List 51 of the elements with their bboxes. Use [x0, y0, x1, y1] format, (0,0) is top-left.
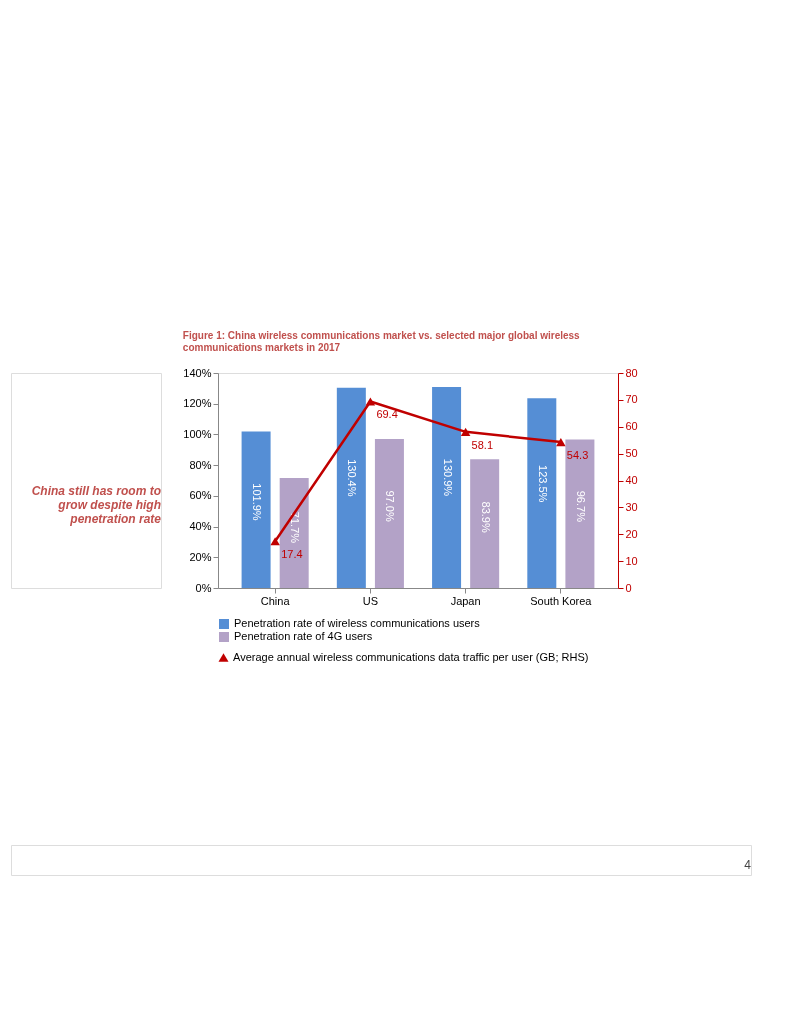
- data-label: 130.9%: [441, 458, 454, 497]
- y2-tick-label: 50: [625, 447, 638, 460]
- point: [460, 427, 471, 436]
- point: [556, 437, 566, 447]
- bar: [432, 386, 462, 588]
- y2-tick-label: 10: [625, 554, 638, 567]
- data-label: 101.9%: [251, 483, 264, 521]
- legend-label: Penetration rate of wireless communications users: [234, 617, 481, 629]
- data-label: 17.4: [281, 548, 303, 561]
- bar: [374, 439, 404, 588]
- x-tick-label: South Korea: [530, 594, 593, 607]
- data-label: 97.0%: [384, 490, 397, 522]
- y-tick-label: 60%: [189, 489, 212, 502]
- y-tick-label: 20%: [189, 550, 212, 563]
- data-label: 71.7%: [289, 511, 302, 544]
- y2-tick-label: 20: [625, 527, 638, 540]
- y2-tick-label: 60: [625, 420, 638, 433]
- y2-tick-label: 80: [625, 366, 638, 379]
- chart-title: Figure 1: China wireless communications market vs. selected major global wireless communications markets in 2017: [182, 330, 581, 353]
- y2-tick-label: 40: [625, 474, 638, 486]
- legend-label: Average annual wireless communications data traffic per user (GB; RHS): [233, 650, 589, 663]
- y-tick-label: 80%: [189, 458, 212, 471]
- data-label: 54.3: [566, 449, 589, 462]
- text: 4: [744, 858, 752, 872]
- y-tick-label: 0%: [195, 581, 212, 594]
- bar: [279, 477, 309, 588]
- bar: [470, 459, 500, 588]
- y2-tick-label: 30: [625, 500, 638, 513]
- data-label: 58.1: [471, 438, 494, 451]
- data-label: 96.7%: [574, 490, 587, 523]
- y-tick-label: 120%: [183, 397, 212, 410]
- point: [270, 537, 280, 546]
- data-label: 130.4%: [346, 459, 359, 497]
- x-tick-label: US: [362, 594, 379, 607]
- bar: [565, 439, 595, 588]
- y2-tick-label: 70: [625, 393, 638, 406]
- bar: [336, 387, 366, 588]
- data-label: 123.5%: [536, 465, 549, 503]
- y-tick-label: 100%: [183, 427, 212, 440]
- y-tick-label: 40%: [189, 520, 212, 533]
- legend-label: Penetration rate of 4G users: [234, 630, 373, 642]
- data-label: 83.9%: [479, 501, 492, 533]
- bar: [241, 431, 271, 588]
- x-tick-label: China: [260, 594, 291, 607]
- text: China still has room to grow despite high penetration rate: [31, 483, 162, 526]
- bar: [527, 398, 557, 588]
- point: [365, 397, 376, 406]
- y-tick-label: 140%: [183, 366, 212, 379]
- y2-tick-label: 0: [625, 581, 632, 594]
- x-tick-label: Japan: [450, 594, 481, 607]
- data-label: 69.4: [376, 408, 398, 421]
